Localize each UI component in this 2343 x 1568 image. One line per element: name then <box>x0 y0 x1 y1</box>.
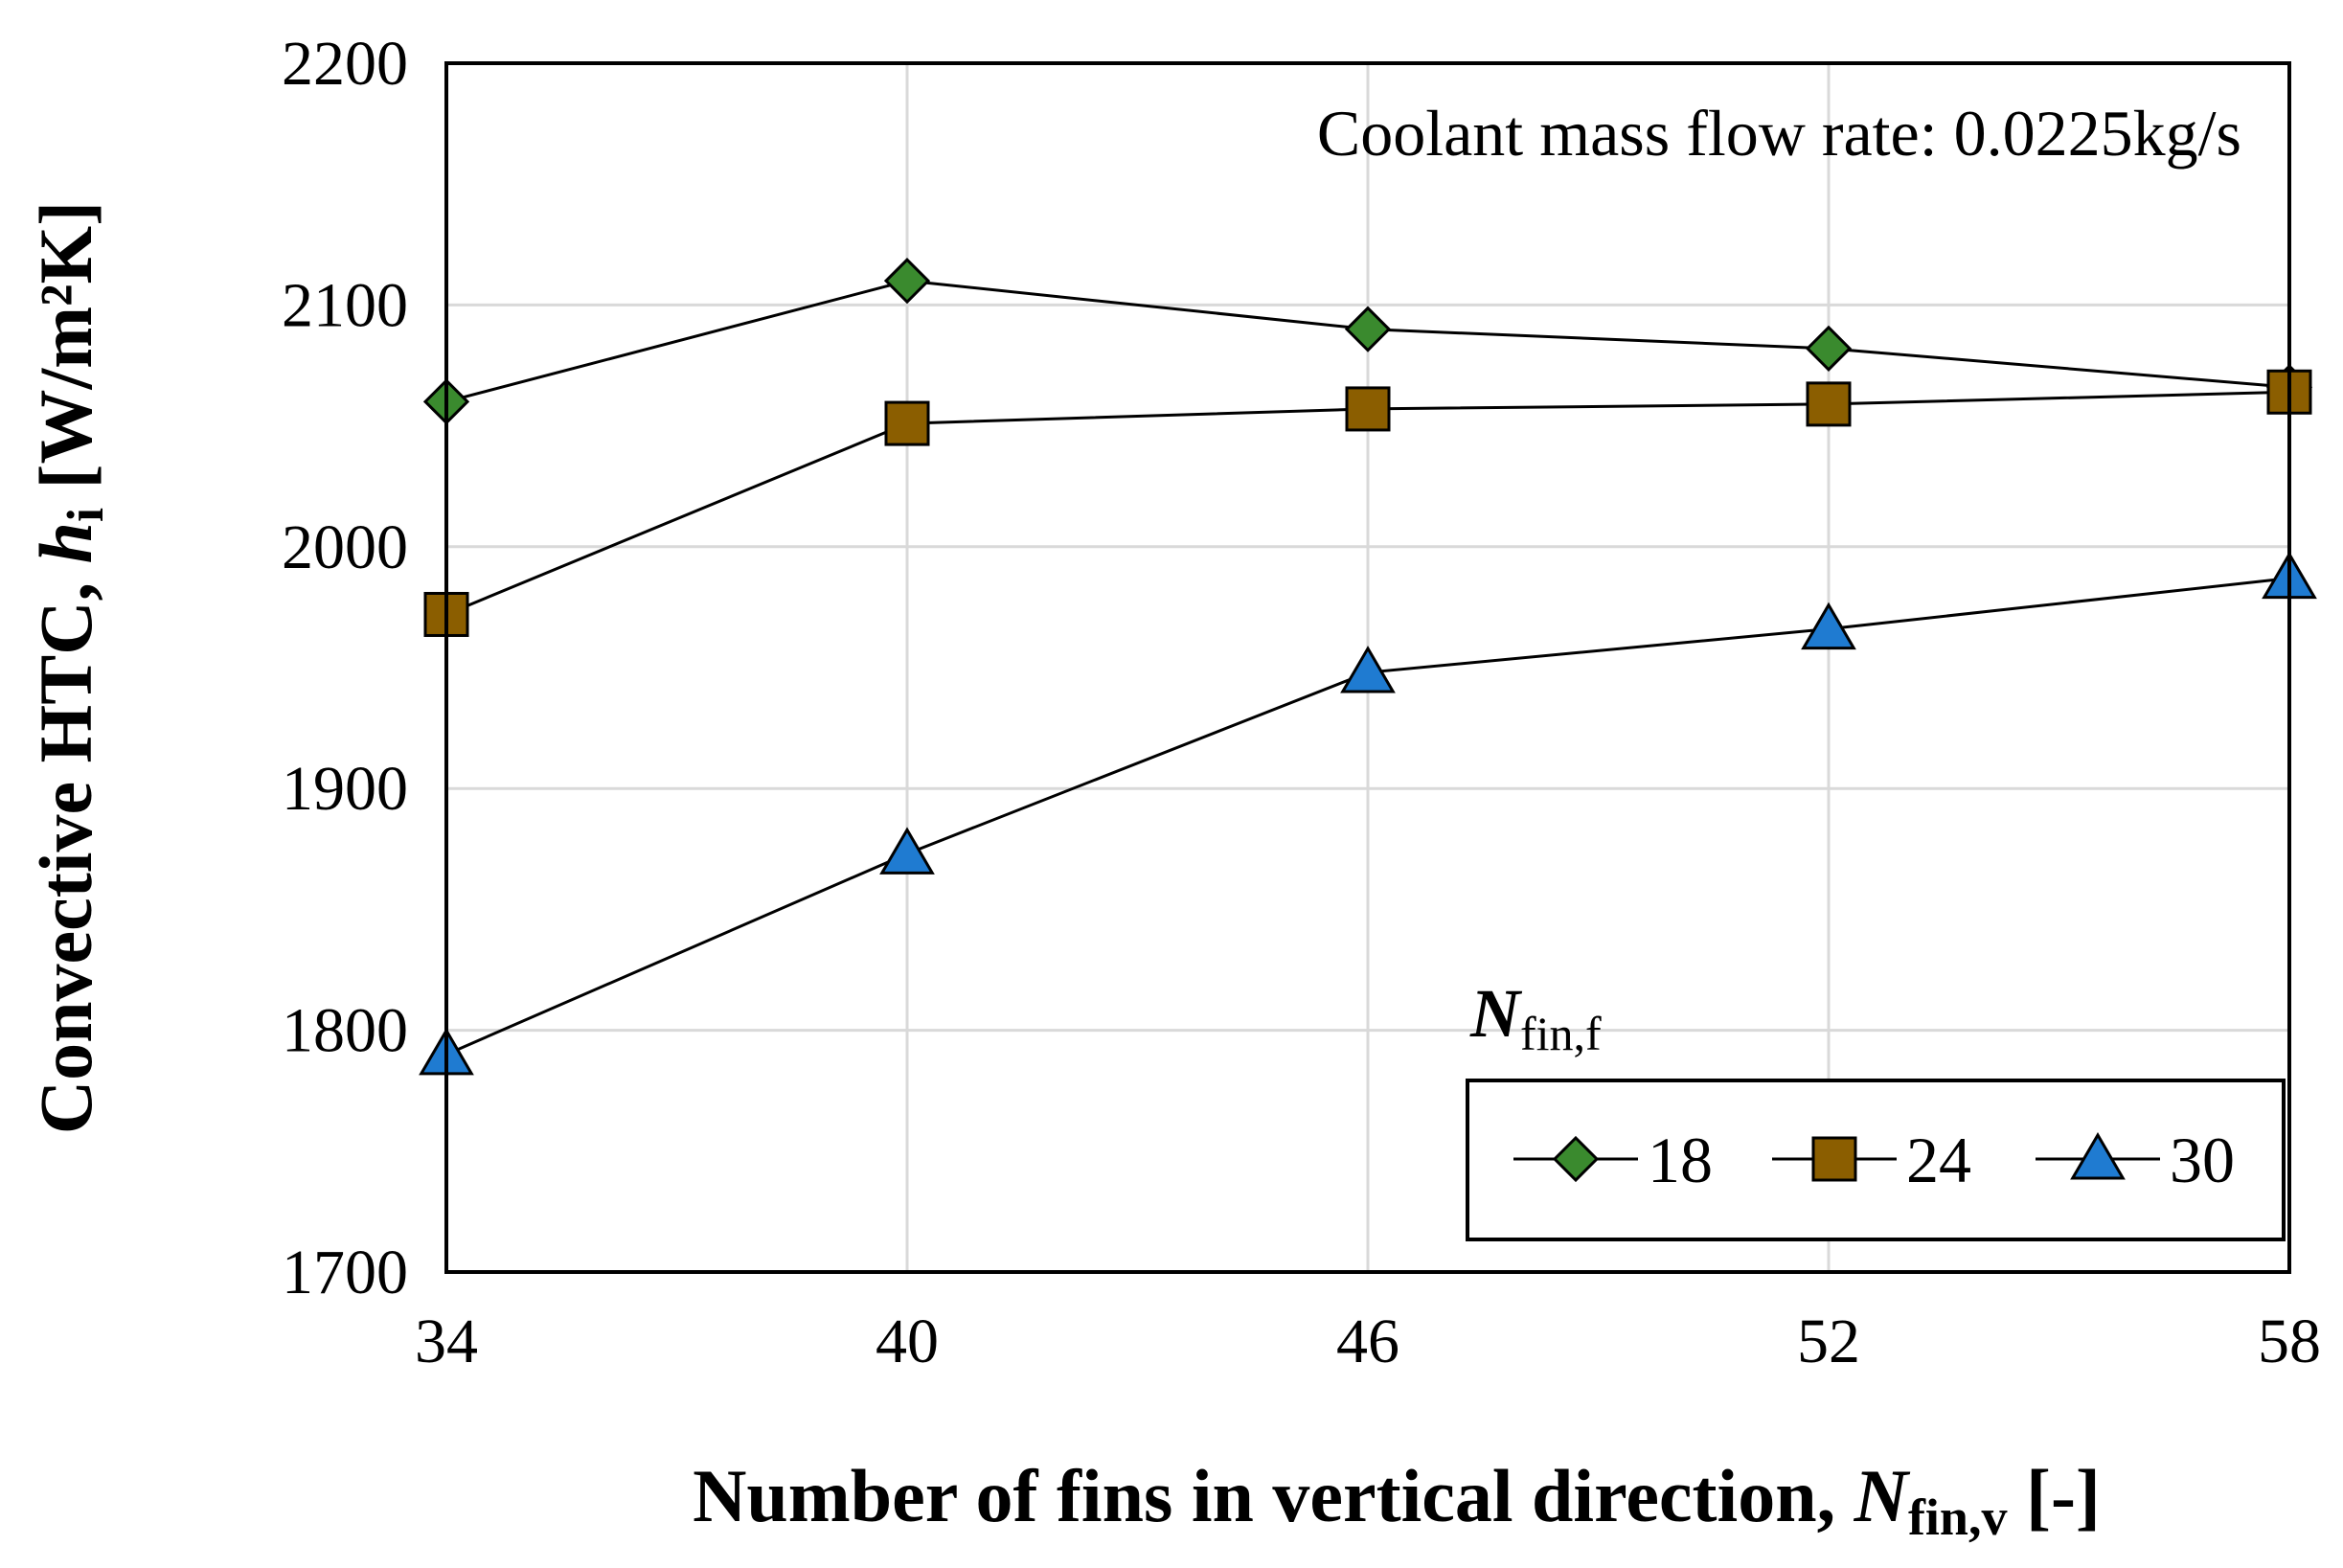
x-axis-label-unit: [-] <box>2007 1454 2100 1537</box>
y-axis-label-sub: i <box>57 508 114 522</box>
y-tick-label: 2000 <box>282 512 408 582</box>
x-tick-label: 52 <box>1797 1307 1860 1376</box>
data-point-24 <box>1345 386 1391 432</box>
x-axis-label-var: N <box>1854 1454 1911 1537</box>
tick-labels: 1700 1800 1900 2000 2100 2200 34 40 46 52 58 <box>282 29 2321 1376</box>
legend: Nfin,f 18 24 30 <box>1466 975 2286 1241</box>
x-axis-label: Number of fins in vertical direction, Nf… <box>693 1454 2101 1546</box>
y-axis-label-unit: [W/m²K] <box>24 201 107 508</box>
x-tick-label: 58 <box>2258 1307 2321 1376</box>
y-tick-label: 2100 <box>282 270 408 340</box>
y-axis-label-main: Convective HTC, <box>24 563 107 1134</box>
legend-title-var: N <box>1469 975 1523 1052</box>
data-point-18 <box>883 258 931 305</box>
x-tick-label: 46 <box>1336 1307 1399 1376</box>
legend-entries: 18 24 30 <box>1513 1124 2235 1196</box>
legend-title-sub: fin,f <box>1520 1007 1602 1060</box>
x-axis-label-main: Number of fins in vertical direction, <box>693 1454 1854 1537</box>
x-tick-label: 40 <box>876 1307 939 1376</box>
y-axis-label: Convective HTC, hi [W/m²K] <box>24 201 114 1134</box>
y-axis-label-var: h <box>24 522 107 563</box>
legend-label: 24 <box>1906 1124 1971 1196</box>
legend-marker-18 <box>1552 1135 1600 1183</box>
legend-label: 30 <box>2170 1124 2235 1196</box>
x-tick-label: 34 <box>415 1307 478 1376</box>
annotation-flow-rate: Coolant mass flow rate: 0.0225kg/s <box>1317 97 2241 170</box>
y-tick-label: 2200 <box>282 29 408 99</box>
data-point-30 <box>1340 646 1396 693</box>
legend-entry-30: 30 <box>2036 1124 2235 1196</box>
data-point-24 <box>884 400 930 446</box>
data-point-30 <box>879 827 935 875</box>
y-tick-label: 1700 <box>282 1238 408 1307</box>
y-tick-label: 1800 <box>282 996 408 1066</box>
data-point-24 <box>1806 381 1852 427</box>
x-axis-label-sub: fin,v <box>1908 1488 2008 1546</box>
data-point-30 <box>1801 602 1856 650</box>
y-tick-label: 1900 <box>282 754 408 824</box>
data-point-18 <box>1805 325 1853 372</box>
plot-frame <box>444 61 2291 1274</box>
legend-marker-24 <box>1811 1136 1857 1182</box>
legend-marker-30 <box>2070 1132 2126 1180</box>
legend-title: Nfin,f <box>1469 975 1602 1060</box>
data-point-18 <box>1344 306 1392 352</box>
legend-entry-24: 24 <box>1772 1124 1971 1196</box>
legend-label: 18 <box>1648 1124 1713 1196</box>
legend-entry-18: 18 <box>1513 1124 1713 1196</box>
